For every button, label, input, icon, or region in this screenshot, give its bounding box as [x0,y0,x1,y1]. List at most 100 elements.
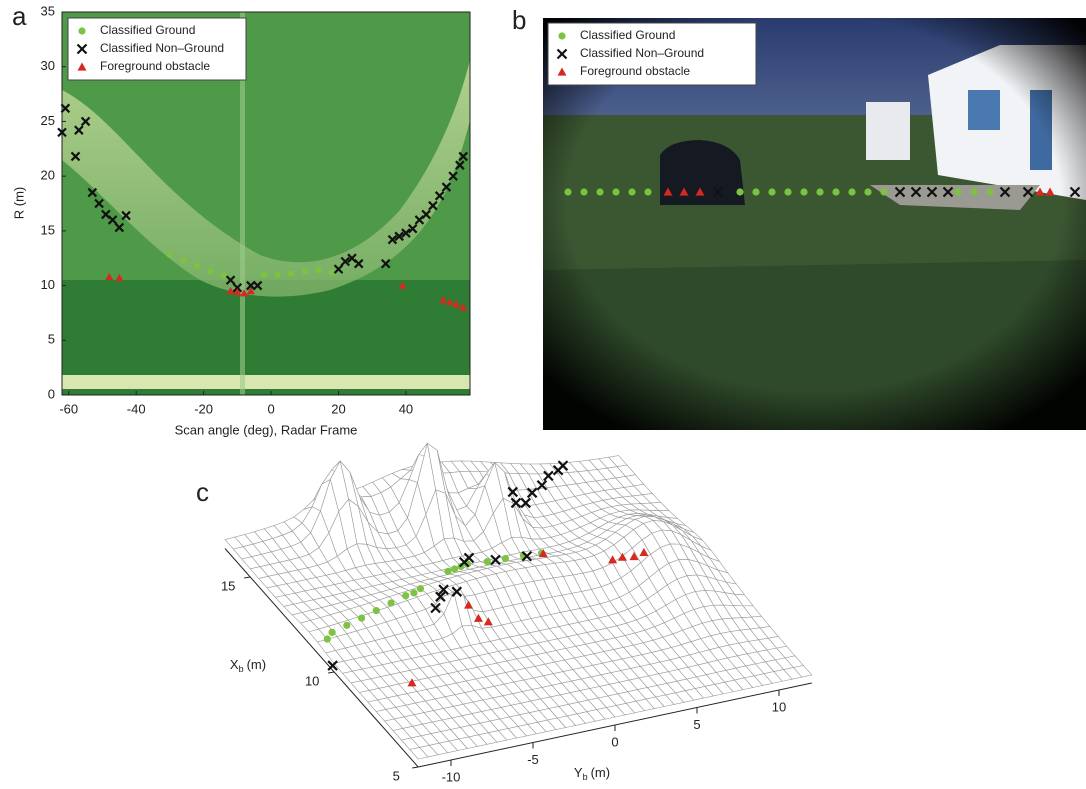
legend-label: Classified Non–Ground [580,46,704,60]
marker-dot [484,558,491,565]
y-tick-label: 20 [41,168,55,183]
panel-label: a [12,1,27,31]
marker-dot [848,188,855,195]
marker-dot [628,188,635,195]
y-tick-label: 5 [693,717,700,732]
photo-marker [986,188,993,195]
marker-dot [221,273,227,279]
marker-dot [558,32,565,39]
marker-dot [302,268,308,274]
marker-dot [832,188,839,195]
photo-marker [580,188,587,195]
photo-marker [752,188,759,195]
data-point [315,267,321,273]
data-point [387,599,394,606]
axis-label-part: (m) [591,765,611,780]
photo-marker [970,188,977,195]
y-tick-label: 25 [41,113,55,128]
data-point [194,263,200,269]
data-point [324,635,331,642]
y-tick-label: 15 [41,222,55,237]
photo-marker [784,188,791,195]
data-point [207,268,213,274]
photo-marker [816,188,823,195]
x-tick-label: 40 [399,401,413,416]
y-tick-label: -5 [527,752,539,767]
legend-label: Classified Ground [100,23,195,37]
data-point [484,558,491,565]
marker-dot [373,607,380,614]
marker-dot [880,188,887,195]
photo-marker [596,188,603,195]
marker-dot [78,27,85,34]
axis-label-part: Y [574,765,583,780]
data-point [275,271,281,277]
marker-dot [502,555,509,562]
marker-dot [644,188,651,195]
axis-label-part: X [230,657,239,672]
marker-dot [564,188,571,195]
marker-dot [402,592,409,599]
photo-marker [644,188,651,195]
marker-dot [954,188,961,195]
x-tick-label: 20 [331,401,345,416]
marker-dot [612,188,619,195]
photo-marker [832,188,839,195]
marker-dot [986,188,993,195]
marker-dot [288,270,294,276]
panel-label: b [512,5,526,35]
photo-marker [880,188,887,195]
x-axis-label: Scan angle (deg), Radar Frame [175,422,358,437]
x-tick [412,767,418,768]
data-point [417,585,424,592]
axis-label-part: (m) [247,657,267,672]
marker-dot [315,267,321,273]
photo-marker [800,188,807,195]
y-tick-label: 10 [772,699,786,714]
data-point [358,614,365,621]
data-point [288,270,294,276]
data-point [261,271,267,277]
data-point [180,257,186,263]
legend-label: Classified Ground [580,28,675,42]
marker-dot [784,188,791,195]
axis-label: Yb(m) [574,765,610,782]
data-point [329,629,336,636]
marker-dot [444,568,451,575]
marker-dot [194,263,200,269]
marker-dot [752,188,759,195]
photo-marker [848,188,855,195]
legend-label: Foreground obstacle [580,64,690,78]
marker-dot [970,188,977,195]
marker-dot [329,629,336,636]
marker-dot [167,252,173,258]
marker-dot [410,589,417,596]
y-tick-label: 5 [48,332,55,347]
marker-dot [596,188,603,195]
legend-marker [558,32,565,39]
marker-dot [417,585,424,592]
panel-label: c [196,477,209,507]
marker-dot [324,635,331,642]
marker-dot [207,268,213,274]
y-tick-label: 0 [611,734,618,749]
data-point [502,555,509,562]
photo-marker [736,188,743,195]
marker-dot [736,188,743,195]
photo-marker [864,188,871,195]
marker-dot [343,622,350,629]
marker-dot [387,599,394,606]
marker-dot [864,188,871,195]
x-tick [244,577,250,578]
y-tick-label: 10 [41,277,55,292]
data-point [302,268,308,274]
marker-dot [358,614,365,621]
axis-label-part: b [239,664,244,674]
x-tick-label: 15 [221,578,235,593]
y-tick-label: 30 [41,58,55,73]
marker-dot [180,257,186,263]
marker-dot [451,565,458,572]
y-tick-label: 0 [48,386,55,401]
photo-marker [628,188,635,195]
data-point [410,589,417,596]
